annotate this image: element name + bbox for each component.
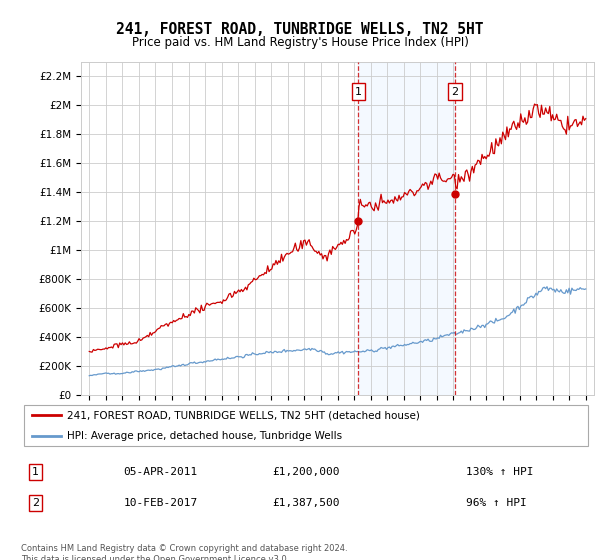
Text: 241, FOREST ROAD, TUNBRIDGE WELLS, TN2 5HT (detached house): 241, FOREST ROAD, TUNBRIDGE WELLS, TN2 5…	[67, 410, 419, 421]
Text: Price paid vs. HM Land Registry's House Price Index (HPI): Price paid vs. HM Land Registry's House …	[131, 36, 469, 49]
Text: 05-APR-2011: 05-APR-2011	[124, 467, 198, 477]
FancyBboxPatch shape	[24, 405, 588, 446]
Text: 1: 1	[355, 87, 362, 96]
Text: 10-FEB-2017: 10-FEB-2017	[124, 498, 198, 508]
Text: 1: 1	[32, 467, 39, 477]
Text: 241, FOREST ROAD, TUNBRIDGE WELLS, TN2 5HT: 241, FOREST ROAD, TUNBRIDGE WELLS, TN2 5…	[116, 22, 484, 38]
Text: HPI: Average price, detached house, Tunbridge Wells: HPI: Average price, detached house, Tunb…	[67, 431, 342, 441]
Text: 2: 2	[452, 87, 459, 96]
Text: 130% ↑ HPI: 130% ↑ HPI	[466, 467, 533, 477]
Bar	[358, 62, 455, 395]
Text: £1,387,500: £1,387,500	[272, 498, 340, 508]
Text: 2: 2	[32, 498, 39, 508]
Text: £1,200,000: £1,200,000	[272, 467, 340, 477]
Text: Contains HM Land Registry data © Crown copyright and database right 2024.
This d: Contains HM Land Registry data © Crown c…	[21, 544, 347, 560]
Text: 96% ↑ HPI: 96% ↑ HPI	[466, 498, 526, 508]
